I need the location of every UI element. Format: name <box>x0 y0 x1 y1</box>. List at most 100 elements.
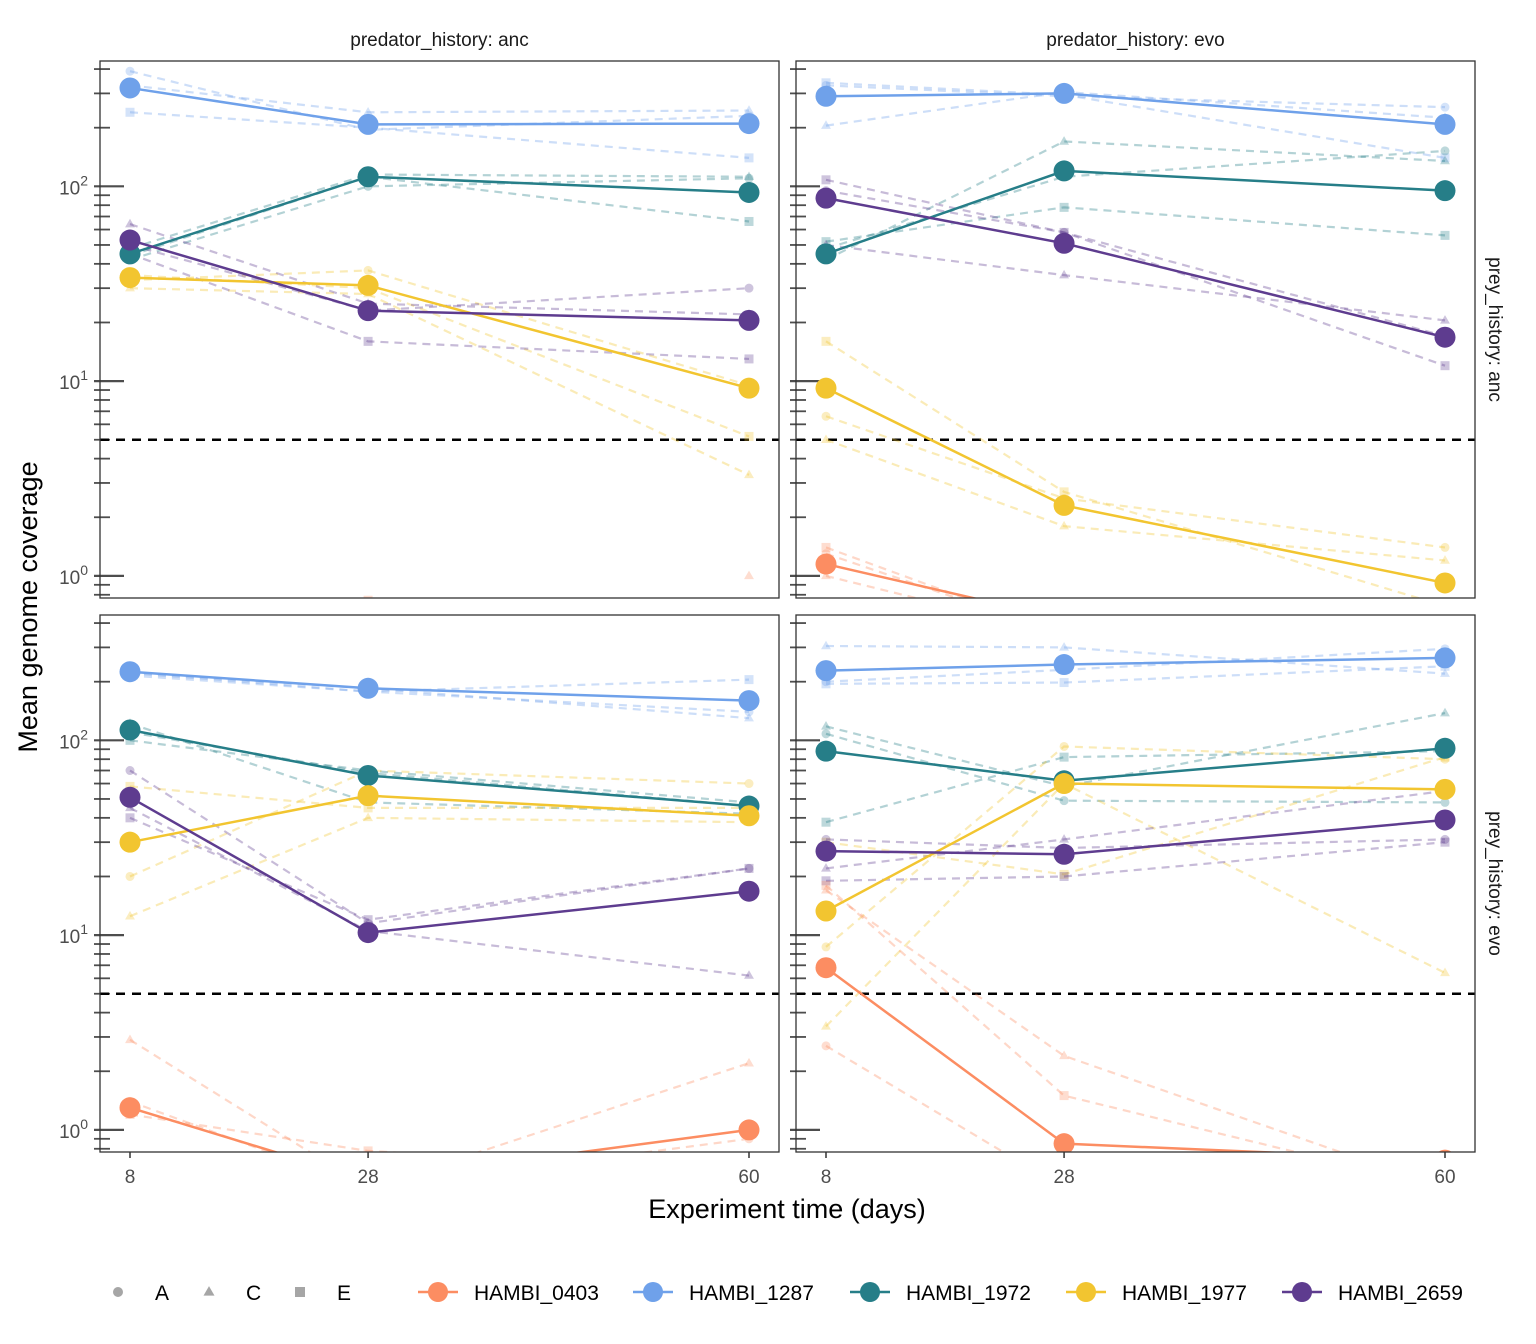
replicate-point-hambi-1972-e <box>1059 752 1069 762</box>
mean-point-hambi-1972 <box>357 166 379 188</box>
replicate-point-hambi-2659-a <box>744 863 754 873</box>
replicate-point-hambi-1287-e <box>821 679 831 689</box>
panel-anc-anc-border <box>99 60 780 599</box>
replicate-point-hambi-2659-c <box>1059 834 1070 843</box>
replicate-line-hambi-2659-e <box>825 178 1446 367</box>
legend-label-hambi-1287: HAMBI_1287 <box>689 1282 814 1305</box>
legend-key-point <box>860 1282 880 1302</box>
mean-point-hambi-1972 <box>357 764 379 786</box>
replicate-point-hambi-2659-c <box>1059 269 1070 279</box>
replicate-point-hambi-1287-a <box>125 66 135 76</box>
mean-point-hambi-0403 <box>1053 1133 1075 1152</box>
legend-shape-label: A <box>155 1282 169 1305</box>
replicate-point-hambi-2659-e <box>1059 871 1069 881</box>
replicate-point-hambi-2659-e <box>744 863 754 873</box>
mean-point-hambi-1287 <box>119 661 141 683</box>
mean-point-hambi-2659 <box>119 229 141 251</box>
replicate-point-hambi-1977-a <box>1440 542 1450 552</box>
mean-point-hambi-1977 <box>357 274 379 296</box>
replicate-point-hambi-0403-c <box>744 570 754 580</box>
y-tick-label: 102 <box>59 726 88 753</box>
mean-point-hambi-1287 <box>1434 647 1456 669</box>
panel-layer: predator_history: anc predator_history: e… <box>59 30 1505 1188</box>
replicate-point-hambi-1287-e <box>744 153 754 163</box>
replicate-point-hambi-1972-a <box>744 173 754 183</box>
replicate-point-hambi-1287-c <box>363 106 374 116</box>
mean-point-hambi-0403 <box>119 1097 141 1119</box>
replicate-point-hambi-1287-e <box>1059 678 1069 688</box>
y-tick-label: 102 <box>59 172 88 199</box>
legend-key-point <box>1076 1282 1096 1302</box>
mean-point-hambi-2659 <box>119 786 141 808</box>
replicate-point-hambi-1287-e <box>744 675 754 685</box>
replicate-line-hambi-0403-e <box>825 884 1300 1152</box>
replicate-line-hambi-1287-c <box>129 84 750 114</box>
panel-evo-anc-plot-area <box>796 78 1475 598</box>
replicate-point-hambi-1977-c <box>1440 967 1450 977</box>
replicate-line-hambi-2659-e <box>825 841 1446 882</box>
replicate-point-hambi-0403-a <box>821 1041 831 1051</box>
panel-anc-anc: 100 101 102 <box>59 60 780 599</box>
replicate-point-hambi-1972-c <box>1059 136 1070 145</box>
row-strip-anc: prey_history: anc <box>1484 257 1505 402</box>
x-tick-label: 28 <box>1054 1167 1075 1188</box>
legend: A C E HAMBI_0403 HAMBI_1287 HAMBI_1972 HAMBI_1… <box>113 1282 1463 1305</box>
legend-label-hambi-1972: HAMBI_1972 <box>906 1282 1031 1305</box>
replicate-point-hambi-1972-a <box>821 729 831 739</box>
replicate-point-hambi-1972-c <box>1440 155 1450 165</box>
panel-anc-evo-border <box>99 614 780 1153</box>
replicate-line-hambi-1977-a <box>825 745 1446 948</box>
legend-shape-circle <box>113 1287 123 1297</box>
replicate-point-hambi-1972-e <box>821 237 831 247</box>
replicate-point-hambi-0403-e <box>1059 1091 1069 1101</box>
mean-point-hambi-1972 <box>815 243 837 265</box>
replicate-line-hambi-1287-e <box>825 665 1446 685</box>
replicate-point-hambi-2659-e <box>363 915 373 925</box>
replicate-line-hambi-1287-c <box>825 644 1446 675</box>
y-tick-label: 101 <box>59 367 88 394</box>
replicate-point-hambi-1977-a <box>821 411 831 421</box>
x-tick-label: 28 <box>358 1167 379 1188</box>
replicate-point-hambi-1977-c <box>821 1021 831 1030</box>
mean-point-hambi-0403 <box>815 553 837 575</box>
replicate-point-hambi-1977-e <box>125 781 135 791</box>
legend-key-point <box>1292 1282 1312 1302</box>
mean-point-hambi-1287 <box>815 85 837 107</box>
replicate-point-hambi-1972-a <box>1440 797 1450 807</box>
replicate-point-hambi-2659-c <box>125 218 135 228</box>
mean-point-hambi-2659 <box>357 300 379 322</box>
panel-evo-evo: 8 28 60 <box>790 614 1476 1188</box>
replicate-point-hambi-1287-c <box>821 120 831 129</box>
panel-anc-evo-plot-area <box>100 661 779 1152</box>
replicate-line-hambi-1972-e <box>825 206 1446 243</box>
mean-point-hambi-1972 <box>738 181 760 203</box>
panel-anc-evo: 100 101 102 8 28 60 <box>59 614 780 1188</box>
replicate-line-hambi-0403-e <box>129 1113 406 1152</box>
replicate-point-hambi-2659-e <box>363 336 373 346</box>
replicate-point-hambi-1287-a <box>1440 102 1450 112</box>
col-strip-anc: predator_history: anc <box>350 30 529 51</box>
y-tick-label: 100 <box>59 562 88 589</box>
panel-anc-anc-plot-area <box>100 66 779 598</box>
replicate-line-hambi-1977-a <box>825 415 1446 549</box>
replicate-point-hambi-1287-c <box>1440 668 1450 677</box>
mean-point-hambi-1977 <box>815 377 837 399</box>
replicate-line-hambi-1972-c <box>825 140 1446 261</box>
mean-line-hambi-0403 <box>825 562 979 598</box>
mean-point-hambi-1287 <box>1053 82 1075 104</box>
mean-point-hambi-1287 <box>357 677 379 699</box>
mean-point-hambi-1972 <box>1434 737 1456 759</box>
mean-point-hambi-1977 <box>119 267 141 289</box>
replicate-point-hambi-1972-e <box>744 216 754 226</box>
replicate-line-hambi-1972-e <box>129 175 750 257</box>
replicate-point-hambi-0403-c <box>1059 1050 1070 1060</box>
replicate-line-hambi-1977-c <box>129 816 750 918</box>
replicate-line-hambi-1977-c <box>825 438 1446 562</box>
mean-point-hambi-1977 <box>1053 494 1075 516</box>
x-axis-title: Experiment time (days) <box>648 1194 926 1224</box>
replicate-line-hambi-2659-a <box>825 189 1446 338</box>
row-strip-evo: prey_history: evo <box>1484 811 1505 956</box>
replicate-point-hambi-1287-c <box>744 105 754 114</box>
mean-point-hambi-2659 <box>357 922 379 944</box>
